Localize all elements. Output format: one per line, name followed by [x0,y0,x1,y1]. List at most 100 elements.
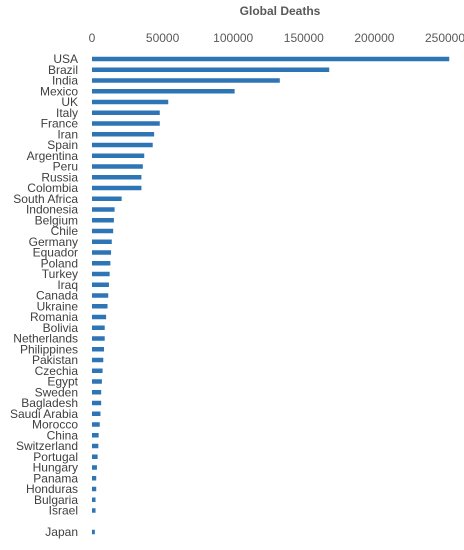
category-label: Israel [49,504,78,518]
bar [92,347,105,352]
bar [92,497,96,502]
category-label: Germany [29,235,78,249]
bar [92,153,145,158]
category-label: Iraq [57,278,78,292]
bar [92,282,109,287]
bar [92,304,108,309]
x-tick-label: 200000 [354,31,394,45]
category-label: Portugal [33,450,78,464]
category-label: Russia [41,170,78,184]
category-label: Equador [33,246,78,260]
bar [92,443,99,449]
category-label: France [41,117,79,131]
x-tick-label: 100000 [213,31,253,45]
bar [92,56,450,62]
bar [92,196,122,201]
category-label: Egypt [47,375,78,389]
category-label: Bulgaria [34,493,78,507]
bar [92,390,102,395]
category-label: Belgium [35,213,78,227]
category-label: Panama [33,471,78,485]
category-label: Colombia [27,181,78,195]
bar [92,67,330,72]
bar [92,89,235,94]
bar [92,433,99,438]
bar [92,121,160,126]
category-label: Ukraine [37,299,79,313]
category-label: Poland [41,256,78,270]
category-label: China [47,428,79,442]
bar [92,368,103,373]
x-tick-label: 0 [89,31,96,45]
bar [92,325,105,330]
category-label: Pakistan [32,353,78,367]
category-label: Bolivia [43,321,79,335]
bar [92,218,114,223]
category-label: Czechia [35,364,79,378]
category-label: Netherlands [13,332,78,346]
category-label: Mexico [40,84,78,98]
bars [92,56,450,535]
category-label: India [52,74,78,88]
x-tick-label: 150000 [284,31,324,45]
bar [92,78,280,83]
bar [92,379,102,384]
category-label: Bagladesh [21,396,78,410]
bar [92,476,97,481]
bar [92,228,114,234]
bar [92,508,96,513]
category-label: South Africa [13,192,78,206]
bar [92,411,101,416]
bar [92,239,112,244]
bar [92,465,97,470]
category-label: Turkey [42,267,78,281]
bar [92,250,112,255]
category-label: Sweden [35,385,78,399]
bar [92,207,115,212]
category-label: Spain [47,138,78,152]
bar [92,261,111,266]
bar [92,271,110,277]
category-label: Morocco [32,418,78,432]
category-label: Argentina [27,149,79,163]
x-axis-ticks: 0 50000 100000 150000 200000 250000 [89,31,464,45]
category-label: USA [53,52,78,66]
bar [92,486,97,492]
bar [92,164,143,169]
category-label: Hungary [33,461,78,475]
bar [92,314,107,320]
bar [92,400,102,406]
category-label: UK [61,95,78,109]
category-label: Brazil [48,63,78,77]
category-label: Philippines [20,342,78,356]
bar [92,175,142,180]
x-tick-label: 250000 [425,31,464,45]
category-label: Honduras [26,482,78,496]
category-label: Switzerland [16,439,78,453]
bar [92,357,104,363]
bar [92,293,109,298]
category-label: Chile [51,224,79,238]
bar [92,132,155,137]
category-labels: USABrazilIndiaMexicoUKItalyFranceIranSpa… [10,52,79,539]
bar [92,422,100,427]
bar [92,336,105,341]
category-label: Iran [57,127,78,141]
x-tick-label: 50000 [146,31,180,45]
category-label: Canada [36,289,78,303]
bar [92,185,142,191]
bar [92,529,95,535]
category-label: Saudi Arabia [10,407,78,421]
category-label: Italy [56,106,78,120]
category-label: Romania [30,310,78,324]
category-label: Peru [53,160,78,174]
bar [92,99,169,105]
chart-title: Global Deaths [240,4,321,18]
category-label: Indonesia [26,203,78,217]
bar [92,110,160,115]
bar [92,454,98,459]
bar [92,142,153,148]
category-label: Japan [45,525,78,539]
